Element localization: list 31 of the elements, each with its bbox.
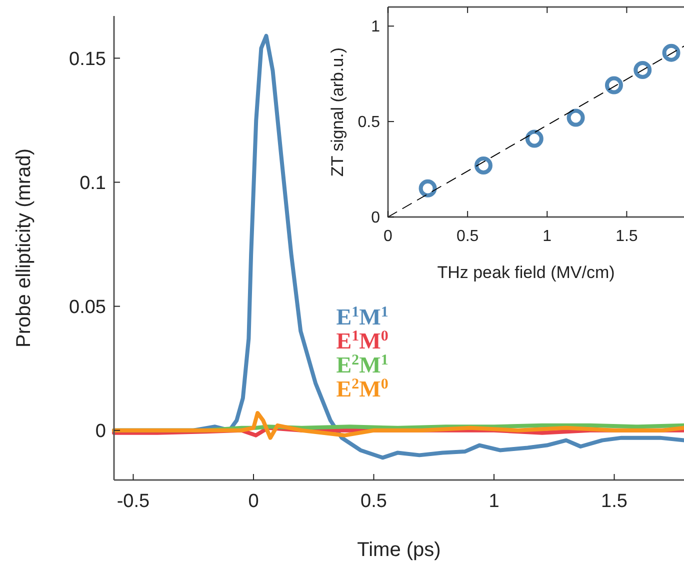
y-axis-title: ZT signal (arb.u.) bbox=[328, 47, 347, 177]
x-tick-label: 1 bbox=[488, 491, 500, 512]
point bbox=[566, 108, 585, 127]
y-axis-title: Probe ellipticity (mrad) bbox=[13, 148, 35, 348]
x-tick-label: 0.5 bbox=[456, 228, 479, 245]
series-label: E$^{1}$M$^{1}$ bbox=[336, 304, 388, 330]
x-tick-label: 1.5 bbox=[601, 491, 628, 512]
series-label: E$^{2}$M$^{0}$ bbox=[336, 376, 388, 402]
point bbox=[474, 156, 492, 174]
text: E$^{2}$M$^{1}$ bbox=[336, 352, 388, 378]
x-tick-label: 0 bbox=[384, 228, 393, 245]
x-axis-title: THz peak field (MV/cm) bbox=[437, 263, 615, 282]
y-tick-label: 0.1 bbox=[80, 172, 106, 194]
y-tick-label: 0.15 bbox=[69, 48, 106, 70]
x-tick-label: 1 bbox=[542, 228, 552, 245]
point bbox=[604, 76, 623, 94]
y-tick-label: 0.5 bbox=[358, 114, 380, 132]
x-tick-label: 0 bbox=[248, 491, 259, 512]
y-tick-label: 0.05 bbox=[69, 296, 106, 318]
x-axis-title: Time (ps) bbox=[357, 539, 441, 561]
text: E$^{1}$M$^{0}$ bbox=[336, 328, 388, 354]
point bbox=[634, 61, 652, 79]
line-series bbox=[112, 411, 684, 440]
x-tick-label: -0.5 bbox=[116, 491, 150, 512]
x-tick-label: 1.5 bbox=[616, 228, 638, 245]
point bbox=[662, 44, 680, 62]
point bbox=[525, 130, 544, 148]
point bbox=[418, 179, 437, 198]
y-tick-label: 0 bbox=[95, 421, 106, 442]
y-tick-label: 0 bbox=[371, 210, 380, 227]
y-tick-label: 1 bbox=[371, 18, 380, 36]
